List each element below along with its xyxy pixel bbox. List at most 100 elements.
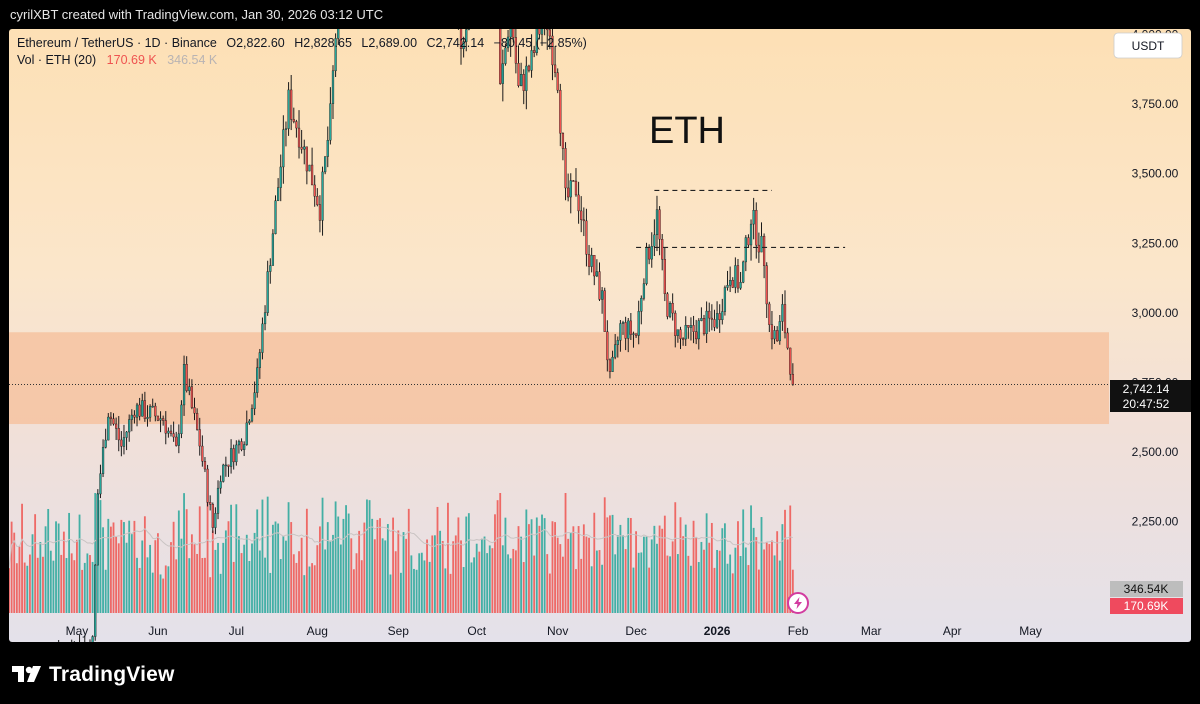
candle-body xyxy=(514,37,518,64)
candle-body xyxy=(674,312,677,336)
volume-bar xyxy=(371,518,374,613)
volume-ma-tag-label: 346.54K xyxy=(1124,582,1169,596)
volume-bar xyxy=(462,567,465,613)
countdown-label: 20:47:52 xyxy=(1123,397,1170,411)
candle-body xyxy=(757,244,760,253)
candle-body xyxy=(742,261,745,283)
candle-body xyxy=(284,128,288,130)
volume-bar xyxy=(311,563,314,613)
candle-body xyxy=(530,50,533,71)
currency-button[interactable] xyxy=(1113,32,1183,59)
volume-bar xyxy=(217,542,219,613)
volume-bar xyxy=(512,548,515,613)
volume-bar xyxy=(28,554,31,613)
candle-body xyxy=(467,29,470,30)
volume-bar xyxy=(692,520,695,613)
volume-bar xyxy=(285,540,287,613)
volume-bar xyxy=(271,524,274,613)
eth-annotation: ETH xyxy=(649,110,725,152)
volume-bar xyxy=(593,512,596,613)
volume-bar xyxy=(224,530,227,613)
time-axis[interactable]: May Jun Jul Aug Sep Oct Nov Dec 2026 Feb Mar Apr May xyxy=(66,624,1042,638)
volume-bar xyxy=(666,555,669,613)
candle-body xyxy=(274,200,277,235)
volume-bar xyxy=(556,537,559,613)
volume-bar xyxy=(86,553,89,613)
volume-bar xyxy=(269,572,272,613)
price-chart[interactable]: 1,500.001,750.002,000.002,250.002,500.00… xyxy=(9,29,1191,642)
candle-body xyxy=(188,386,191,391)
volume-bar xyxy=(70,553,73,613)
volume-bar xyxy=(339,544,342,613)
candle-body xyxy=(138,404,141,417)
volume-bar xyxy=(347,513,350,613)
volume-bar xyxy=(133,520,136,613)
volume-bar xyxy=(643,536,645,613)
candle-body xyxy=(791,374,794,385)
lightning-icon[interactable] xyxy=(787,592,809,614)
candle-body xyxy=(776,330,779,342)
volume-bar xyxy=(530,519,533,613)
price-axis[interactable]: 1,500.001,750.002,000.002,250.002,500.00… xyxy=(1132,29,1179,642)
volume-bar xyxy=(648,567,651,613)
volume-bar xyxy=(588,537,590,613)
volume-bar xyxy=(703,549,705,613)
candle-body xyxy=(499,29,502,84)
volume-bar xyxy=(407,508,410,613)
volume-bar xyxy=(214,549,217,613)
volume-bar xyxy=(402,532,405,613)
volume-bar xyxy=(481,538,483,613)
volume-bar xyxy=(765,542,768,613)
volume-bar xyxy=(65,558,68,613)
volume-bar xyxy=(251,543,253,613)
candle-body xyxy=(663,259,666,295)
candle-body xyxy=(559,89,562,134)
volume-bar xyxy=(36,557,39,613)
volume-bar xyxy=(350,538,353,613)
volume-bar xyxy=(747,565,750,613)
tradingview-footer[interactable]: TradingView xyxy=(12,662,175,688)
candle-body xyxy=(713,319,716,328)
volume-bar xyxy=(23,562,26,613)
volume-bar xyxy=(57,523,60,613)
volume-bar xyxy=(755,537,758,613)
volume-bar xyxy=(661,528,664,613)
volume-bar xyxy=(373,539,376,613)
time-tick-label: Mar xyxy=(861,624,882,638)
volume-bar xyxy=(517,526,520,613)
candle-body xyxy=(462,41,465,49)
candle-body xyxy=(91,636,94,642)
volume-bar xyxy=(188,558,191,613)
candle-body xyxy=(762,235,766,266)
candle-body xyxy=(167,430,170,434)
candle-body xyxy=(104,439,107,448)
chart-frame[interactable]: 1,500.001,750.002,000.002,250.002,500.00… xyxy=(9,29,1191,642)
candle-body xyxy=(695,331,698,340)
volume-bar xyxy=(750,505,752,613)
volume-bar xyxy=(154,540,157,613)
candle-body xyxy=(708,310,711,319)
candle-body xyxy=(101,447,105,474)
volume-bar xyxy=(219,573,222,613)
time-tick-label: Jun xyxy=(148,624,167,638)
volume-bar xyxy=(710,522,713,613)
time-tick-label: 2026 xyxy=(704,624,731,638)
candle-body xyxy=(112,418,115,425)
time-tick-label: Oct xyxy=(467,624,486,638)
candle-body xyxy=(595,271,599,277)
volume-bar xyxy=(68,512,71,613)
volume-bar xyxy=(363,522,366,613)
volume-bar xyxy=(410,555,413,613)
volume-bar xyxy=(49,550,52,613)
volume-bar xyxy=(551,521,554,613)
volume-bar xyxy=(170,542,172,613)
volume-bar xyxy=(329,540,332,613)
volume-bar xyxy=(143,516,146,613)
candle-body xyxy=(749,223,753,246)
volume-bar xyxy=(26,565,29,613)
volume-bar xyxy=(611,514,614,613)
candle-body xyxy=(681,338,685,340)
volume-bar xyxy=(42,556,44,613)
volume-bar xyxy=(682,536,685,613)
candle-body xyxy=(752,210,755,225)
